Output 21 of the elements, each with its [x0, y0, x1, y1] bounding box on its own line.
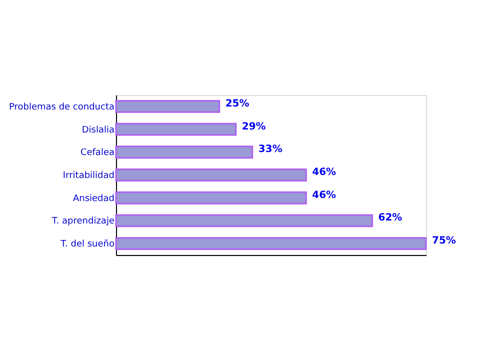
data-label: 29%	[242, 121, 266, 132]
data-label: 62%	[378, 212, 402, 224]
data-label: 46%	[312, 190, 336, 201]
bar	[115, 100, 220, 113]
bar	[115, 168, 307, 182]
data-label: 33%	[258, 144, 282, 156]
bar	[115, 214, 374, 228]
y-tick-label: Irritabilidad	[62, 171, 114, 181]
bar	[115, 191, 307, 204]
data-label: 75%	[432, 236, 456, 247]
y-tick-label: Ansiedad	[72, 194, 114, 204]
bar	[115, 237, 427, 250]
y-tick-label: Cefalea	[80, 148, 114, 158]
y-tick-label: Dislalia	[82, 125, 114, 136]
bar	[115, 122, 237, 136]
y-tick-label: T. aprendizaje	[50, 216, 115, 227]
y-tick-label: Problemas de conducta	[8, 102, 114, 112]
data-label: 25%	[225, 98, 250, 110]
data-label: 46%	[312, 167, 336, 178]
bar	[115, 146, 254, 159]
y-tick-label: T. del sueño	[60, 240, 115, 250]
